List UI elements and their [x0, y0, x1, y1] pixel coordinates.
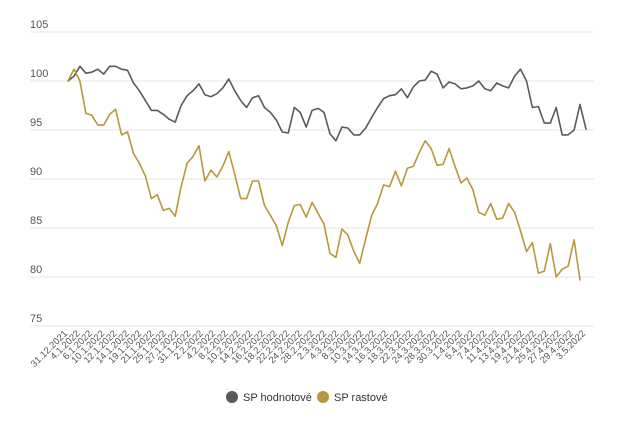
x-axis: 31.12.20214.1.20226.1.202210.1.202212.1.…: [29, 328, 588, 369]
y-tick-label: 105: [30, 19, 48, 31]
y-tick-label: 75: [30, 313, 42, 325]
y-tick-label: 80: [30, 264, 42, 276]
legend: SP hodnotové SP rastové: [226, 391, 388, 404]
series-line-2: [67, 68, 581, 281]
y-axis: 75 80 85 90 95 100 105: [30, 19, 48, 325]
series: [67, 65, 587, 281]
legend-marker: [317, 391, 329, 403]
y-tick-label: 95: [30, 117, 42, 129]
legend-label: SP hodnotové: [243, 392, 312, 404]
legend-label: SP rastové: [334, 392, 388, 404]
legend-marker: [226, 391, 238, 403]
y-tick-label: 100: [30, 68, 48, 80]
y-tick-label: 85: [30, 215, 42, 227]
grid: [30, 31, 594, 327]
series-line-1: [67, 65, 587, 142]
y-tick-label: 90: [30, 166, 42, 178]
